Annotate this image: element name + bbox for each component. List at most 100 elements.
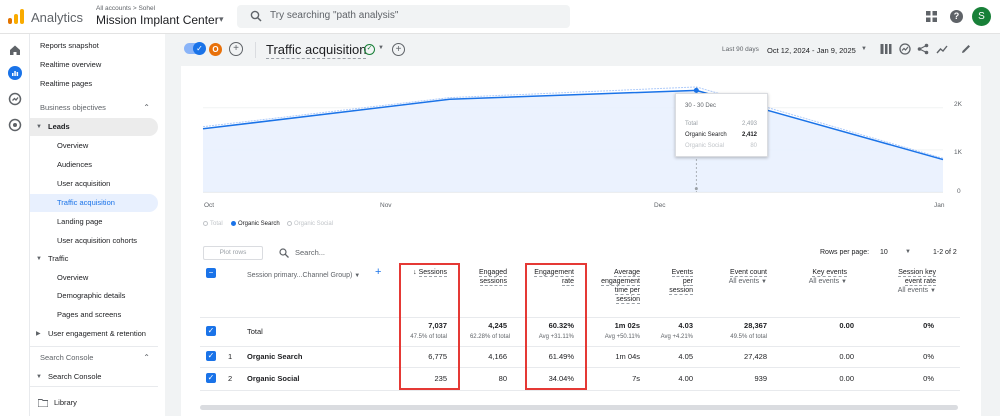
col-header-sessions[interactable]: ↓ Sessions	[400, 268, 447, 277]
row-channel[interactable]: Organic Social	[247, 374, 300, 383]
nav-section-business-objectives[interactable]: Business objectives ⌃	[30, 99, 158, 117]
plot-rows-button[interactable]: Plot rows	[203, 246, 263, 260]
nav-search-console[interactable]: ▼ Search Console	[30, 368, 158, 386]
col-header-label: engagement	[601, 278, 640, 286]
col-header-session-key-event-rate[interactable]: Session key event rate All events ▼	[870, 268, 936, 296]
nav-leads-overview[interactable]: Overview	[57, 141, 89, 150]
horizontal-scrollbar[interactable]	[200, 405, 958, 410]
col-header-event-count[interactable]: Event count All events ▼	[705, 268, 767, 287]
dimension-column-header[interactable]: Session primary...Channel Group) ▼	[247, 271, 360, 281]
trend-sparkle-icon[interactable]	[936, 43, 948, 55]
total-session-key-rate: 0%	[923, 321, 934, 330]
reports-icon[interactable]	[8, 66, 22, 80]
check-icon[interactable]: ✓	[193, 42, 206, 55]
nav-landing-page[interactable]: Landing page	[57, 217, 103, 226]
tooltip-row-organic-search: Organic Search 2,412	[685, 132, 757, 138]
property-selector[interactable]: Mission Implant Center	[96, 13, 219, 27]
add-comparison-button[interactable]: +	[229, 42, 243, 56]
analytics-logo-icon[interactable]	[8, 9, 24, 24]
search-placeholder: Try searching "path analysis"	[270, 10, 399, 21]
account-breadcrumb[interactable]: All accounts > Sohel	[96, 5, 156, 12]
row-checkbox[interactable]: ✓	[206, 326, 216, 336]
apps-grid-icon[interactable]	[926, 11, 937, 22]
dimension-header-label: Session primary...Channel Group)	[247, 272, 353, 279]
chart-tooltip	[675, 93, 768, 157]
nav-user-engagement-label: User engagement & retention	[48, 329, 146, 338]
nav-pages-and-screens[interactable]: Pages and screens	[57, 310, 122, 319]
legend-item-organic-social[interactable]: Organic Social	[287, 221, 333, 227]
col-header-engaged-sessions[interactable]: Engaged sessions	[457, 268, 507, 286]
customize-report-icon[interactable]	[880, 43, 892, 55]
rows-per-page-select[interactable]: 10	[880, 249, 888, 256]
nav-realtime-pages[interactable]: Realtime pages	[40, 79, 93, 88]
row-event-count: 27,428	[744, 352, 767, 361]
caret-down-icon: ▼	[841, 279, 847, 285]
nav-audiences[interactable]: Audiences	[57, 160, 93, 169]
nav-demographic-details[interactable]: Demographic details	[57, 291, 126, 300]
nav-traffic[interactable]: ▼ Traffic	[30, 250, 158, 268]
col-header-label: per	[682, 278, 693, 286]
legend-item-organic-search[interactable]: Organic Search	[231, 221, 280, 227]
col-header-events-per-session[interactable]: Events per session	[652, 268, 693, 295]
line-chart[interactable]	[181, 66, 981, 238]
share-icon[interactable]	[917, 43, 929, 55]
nav-section-search-console[interactable]: Search Console ⌃	[30, 349, 158, 367]
page-title[interactable]: Traffic acquisition	[266, 42, 367, 59]
col-header-label: Engagement	[534, 269, 574, 277]
total-label: Total	[247, 327, 263, 336]
nav-library[interactable]: Library	[30, 394, 158, 412]
legend-label: Total	[210, 221, 223, 228]
row-checkbox[interactable]: ✓	[206, 373, 216, 383]
row-channel[interactable]: Organic Search	[247, 352, 303, 361]
row-sessions: 6,775	[428, 352, 447, 361]
caret-down-icon[interactable]: ▼	[861, 46, 867, 52]
nav-realtime-overview[interactable]: Realtime overview	[40, 60, 102, 69]
select-all-checkbox[interactable]: −	[206, 268, 216, 278]
col-header-avg-engagement-time[interactable]: Average engagement time per session	[590, 268, 640, 304]
col-header-engagement-rate[interactable]: Engagement rate	[520, 268, 574, 286]
col-header-label: session	[616, 296, 640, 304]
home-icon[interactable]	[8, 43, 22, 57]
edit-pencil-icon[interactable]	[960, 43, 972, 55]
legend-swatch	[203, 221, 208, 226]
nav-user-engagement[interactable]: ▶ User engagement & retention	[30, 325, 158, 343]
total-time-avg: Avg +50.11%	[604, 334, 640, 340]
search-input[interactable]	[237, 5, 570, 28]
advertising-icon[interactable]	[8, 118, 22, 132]
row-time: 1m 04s	[615, 352, 640, 361]
col-header-label: session	[669, 287, 693, 295]
add-filter-button[interactable]: +	[392, 43, 405, 56]
total-engaged: 4,245	[488, 321, 507, 330]
nav-traffic-acquisition[interactable]: Traffic acquisition	[30, 194, 158, 212]
row-session-key-rate: 0%	[923, 352, 934, 361]
search-icon	[279, 248, 289, 258]
total-time: 1m 02s	[614, 321, 640, 330]
total-rate: 60.32%	[548, 321, 574, 330]
table-search-input[interactable]: Search...	[295, 248, 326, 257]
nav-user-acquisition[interactable]: User acquisition	[57, 179, 111, 188]
legend-item-total[interactable]: Total	[203, 221, 223, 227]
section-label: Business objectives	[40, 103, 106, 112]
insights-icon[interactable]	[899, 43, 911, 55]
x-tick-label: Nov	[380, 202, 392, 209]
divider	[200, 390, 960, 391]
date-range-picker[interactable]: Oct 12, 2024 - Jan 9, 2025	[767, 46, 856, 55]
add-dimension-button[interactable]: +	[375, 266, 382, 278]
nav-user-acquisition-cohorts[interactable]: User acquisition cohorts	[57, 236, 138, 245]
tooltip-value: 2,412	[741, 132, 757, 138]
nav-reports-snapshot[interactable]: Reports snapshot	[40, 41, 99, 50]
help-icon[interactable]: ?	[950, 10, 963, 23]
avatar[interactable]: S	[972, 7, 991, 26]
explore-icon[interactable]	[8, 92, 22, 106]
row-checkbox[interactable]: ✓	[206, 351, 216, 361]
caret-down-icon: ▼	[36, 256, 42, 262]
chevron-down-icon[interactable]: ▾	[219, 14, 224, 24]
y-tick-label: 1K	[954, 149, 962, 156]
segment-chip[interactable]: O	[209, 43, 222, 56]
nav-traffic-overview[interactable]: Overview	[57, 273, 89, 282]
col-header-key-events[interactable]: Key events All events ▼	[785, 268, 847, 287]
caret-down-icon[interactable]: ▼	[905, 249, 911, 255]
sort-arrow-icon: ↓	[413, 269, 417, 276]
caret-down-icon[interactable]: ▼	[378, 45, 384, 51]
nav-leads[interactable]: ▼ Leads	[30, 118, 158, 136]
